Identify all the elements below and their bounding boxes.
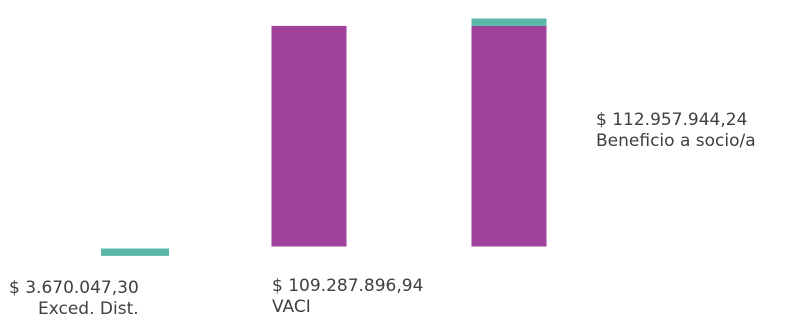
label-exced-dist: $ 3.670.047,30 Exced. Dist. (9, 278, 139, 320)
label-vaci: $ 109.287.896,94 VACI (272, 276, 423, 318)
name-exced-dist: Exced. Dist. (38, 299, 139, 319)
amount-vaci: $ 109.287.896,94 (272, 276, 424, 296)
bar-exced-2 (471, 18, 547, 26)
amount-beneficio: $ 112.957.944,24 (596, 110, 748, 130)
bar-exced-0 (101, 248, 169, 256)
name-vaci: VACI (272, 297, 311, 317)
name-beneficio: Beneficio a socio/a (596, 131, 756, 151)
label-beneficio: $ 112.957.944,24 Beneficio a socio/a (596, 110, 756, 152)
bar-vaci-1 (271, 25, 347, 247)
bar-vaci-2 (471, 25, 547, 247)
amount-exced-dist: $ 3.670.047,30 (9, 278, 139, 298)
